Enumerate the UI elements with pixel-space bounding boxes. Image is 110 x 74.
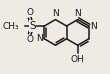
Text: N: N <box>52 9 59 18</box>
Text: N: N <box>36 34 43 43</box>
Text: N: N <box>74 9 81 18</box>
Text: CH₃: CH₃ <box>3 22 20 30</box>
Text: OH: OH <box>71 55 85 64</box>
Text: O: O <box>26 35 33 44</box>
Text: N: N <box>90 22 97 30</box>
Text: S: S <box>29 21 36 31</box>
Text: O: O <box>26 8 33 17</box>
